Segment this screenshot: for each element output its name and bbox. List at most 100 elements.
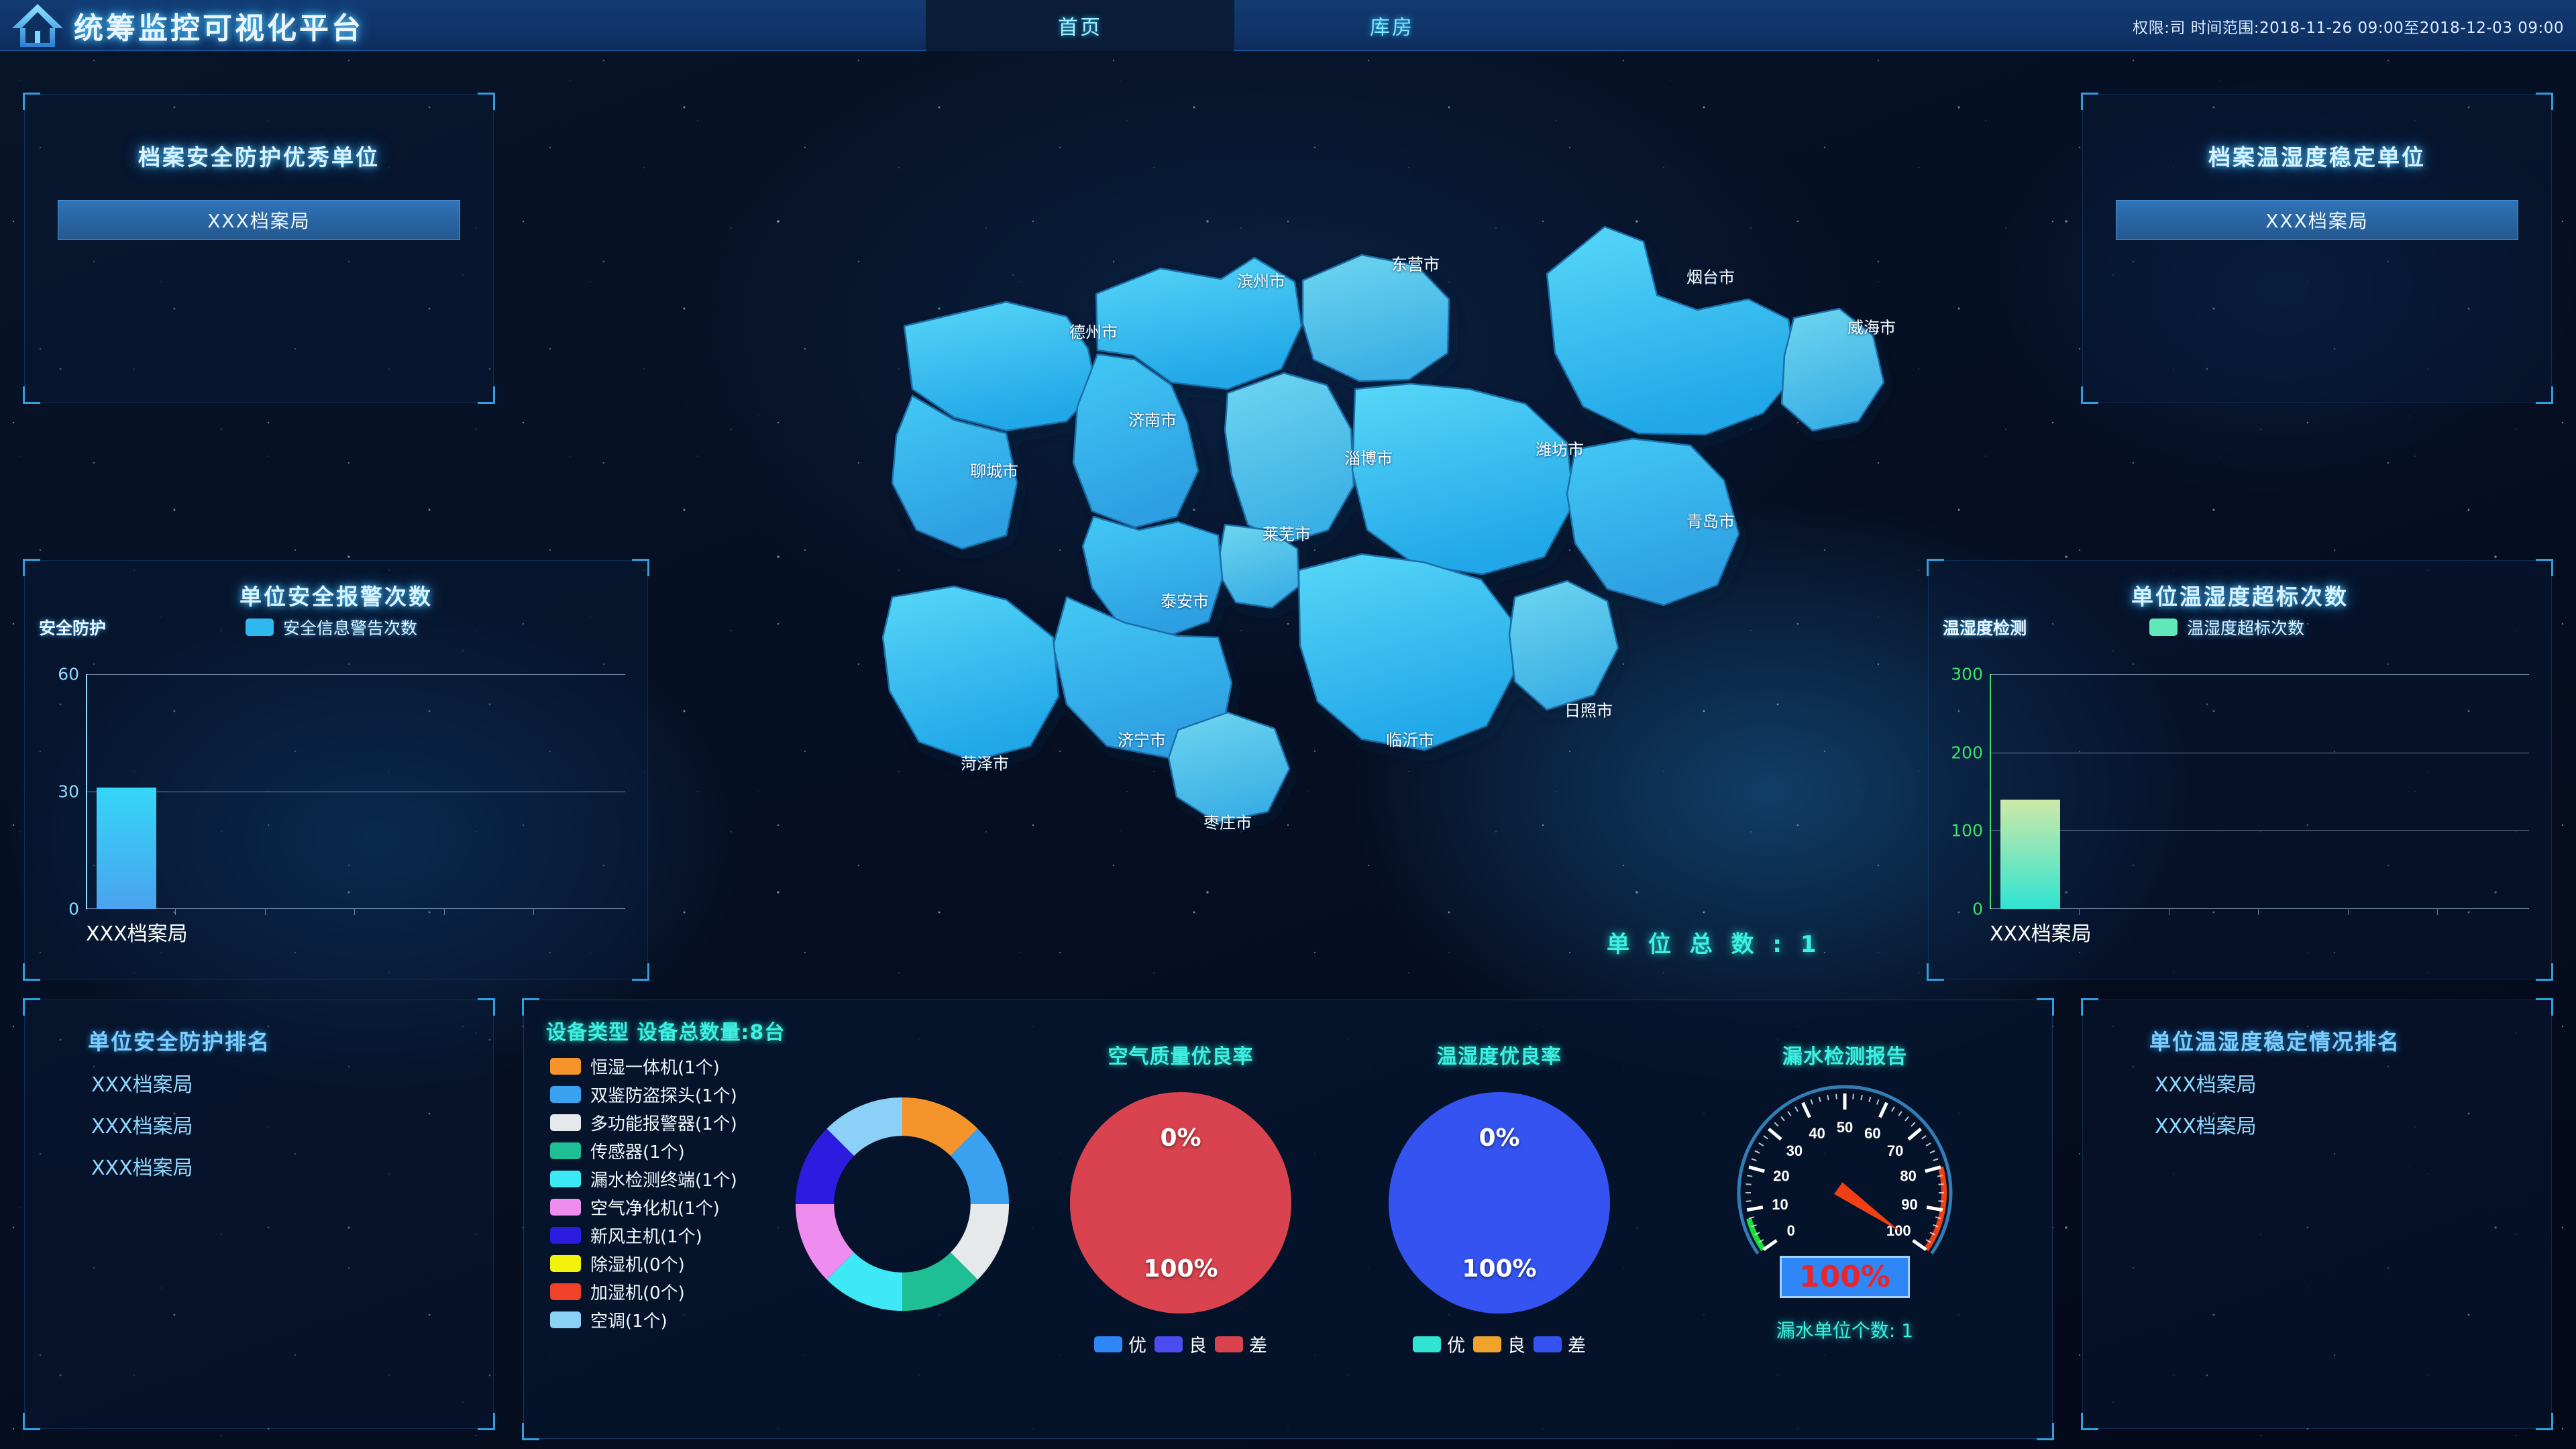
tab-home[interactable]: 首页 <box>926 0 1234 51</box>
tab-warehouse[interactable]: 库房 <box>1238 0 1546 51</box>
pie-legend-chip <box>1215 1336 1243 1352</box>
donut-segment[interactable] <box>826 1097 902 1157</box>
device-legend-item[interactable]: 除湿机(0个) <box>550 1249 737 1277</box>
env-quality-top-value: 0% <box>1479 1124 1520 1152</box>
device-label: 恒湿一体机(1个) <box>590 1057 720 1078</box>
ranking-list-item[interactable]: XXX档案局 <box>91 1115 193 1138</box>
excellent-unit-row[interactable]: XXX档案局 <box>58 200 460 240</box>
tab-warehouse-label: 库房 <box>1370 17 1414 39</box>
alarm-chart-legend[interactable]: 安全信息警告次数 <box>246 615 417 639</box>
device-type-legend-list: 恒湿一体机(1个) 双鉴防盗探头(1个) 多功能报警器(1个) 传感器(1个) 漏水检测… <box>550 1052 737 1334</box>
donut-segment[interactable] <box>826 1252 902 1311</box>
bar[interactable] <box>97 788 156 909</box>
gauge-needle <box>1834 1182 1901 1232</box>
y-tick-label: 0 <box>68 899 79 919</box>
x-tick <box>2258 909 2259 915</box>
gauge-minor-tick <box>1787 1111 1792 1116</box>
device-legend-item[interactable]: 双鉴防盗探头(1个) <box>550 1080 737 1108</box>
map-city-label[interactable]: 济南市 <box>1128 411 1177 430</box>
gauge-minor-tick <box>1937 1175 1943 1177</box>
gauge-minor-tick <box>1763 1135 1768 1140</box>
ranking-list-item[interactable]: XXX档案局 <box>2155 1115 2257 1138</box>
gauge-minor-tick <box>1780 1116 1785 1122</box>
device-legend-item[interactable]: 恒湿一体机(1个) <box>550 1052 737 1080</box>
map-city-label[interactable]: 济宁市 <box>1118 731 1166 750</box>
air-quality-legend[interactable]: 优良差 <box>1020 1331 1342 1357</box>
panel-excellent-title: 档案安全防护优秀单位 <box>138 144 380 170</box>
map-city-label[interactable]: 潍坊市 <box>1536 440 1584 460</box>
map-city-label[interactable]: 临沂市 <box>1386 731 1434 750</box>
device-label: 加湿机(0个) <box>590 1283 685 1303</box>
map-city-label[interactable]: 聊城市 <box>970 462 1018 481</box>
security-ranking-title: 单位安全防护排名 <box>88 1029 271 1055</box>
donut-segment[interactable] <box>795 1128 855 1204</box>
gauge-minor-tick <box>1751 1224 1757 1228</box>
x-tick <box>2347 909 2349 915</box>
gauge-major-tick <box>1907 1127 1922 1141</box>
donut-segment[interactable] <box>902 1097 978 1157</box>
env-quality-legend[interactable]: 优良差 <box>1338 1331 1660 1357</box>
map-city-label[interactable]: 烟台市 <box>1686 268 1735 287</box>
device-color-chip <box>550 1142 581 1159</box>
y-tick-label: 300 <box>1951 664 1983 684</box>
gauge-tick-label: 0 <box>1787 1222 1795 1239</box>
gauge-minor-tick <box>1921 1135 1927 1140</box>
map-city-label[interactable]: 威海市 <box>1847 318 1896 337</box>
shandong-map[interactable]: 德州市 滨州市 东营市烟台市威海市济南市淄博市 潍坊市聊城市莱芜市 青岛市泰安市济宁市菏… <box>691 74 1898 1000</box>
x-tick <box>354 909 356 915</box>
map-city-label[interactable]: 莱芜市 <box>1263 525 1311 544</box>
donut-segment[interactable] <box>950 1128 1010 1204</box>
pie-legend-item[interactable]: 良 <box>1473 1331 1525 1357</box>
device-legend-item[interactable]: 漏水检测终端(1个) <box>550 1165 737 1193</box>
map-city-label[interactable]: 菏泽市 <box>961 754 1009 773</box>
alarm-chart-ylabel: 安全防护 <box>39 619 107 638</box>
pie-legend-item[interactable]: 差 <box>1534 1331 1586 1357</box>
map-city-label[interactable]: 德州市 <box>1069 323 1118 342</box>
device-legend-item[interactable]: 新风主机(1个) <box>550 1221 737 1249</box>
pie-legend-item[interactable]: 优 <box>1094 1331 1146 1357</box>
gauge-minor-tick <box>1827 1095 1829 1101</box>
donut-segment[interactable] <box>950 1204 1010 1280</box>
gauge-major-tick <box>1925 1165 1941 1173</box>
map-city-label[interactable]: 淄博市 <box>1344 449 1393 468</box>
x-tick <box>533 909 535 915</box>
pie-legend-label: 优 <box>1128 1336 1146 1356</box>
panel-excellent-units: 档案安全防护优秀单位 XXX档案局 <box>23 93 495 404</box>
device-label: 空气净化机(1个) <box>590 1198 720 1219</box>
env-chart-legend[interactable]: 温湿度超标次数 <box>2149 615 2304 639</box>
donut-segment[interactable] <box>902 1252 978 1311</box>
device-legend-item[interactable]: 空调(1个) <box>550 1305 737 1334</box>
ranking-list-item[interactable]: XXX档案局 <box>91 1157 193 1180</box>
map-city-label[interactable]: 东营市 <box>1391 255 1440 274</box>
gauge-minor-tick <box>1748 1216 1755 1220</box>
map-city-label[interactable]: 日照市 <box>1564 701 1613 720</box>
ranking-list-item[interactable]: XXX档案局 <box>91 1073 193 1097</box>
pie-legend-item[interactable]: 差 <box>1215 1331 1267 1357</box>
env-ranking-title: 单位温湿度稳定情况排名 <box>2149 1029 2401 1055</box>
gauge-minor-tick <box>1746 1183 1752 1185</box>
panel-security-alarm-chart: 单位安全报警次数 安全防护 安全信息警告次数 0 30 60 XXX档案局 <box>23 559 649 981</box>
map-city-label[interactable]: 泰安市 <box>1161 592 1209 611</box>
map-city-label[interactable]: 青岛市 <box>1686 512 1735 531</box>
device-label: 空调(1个) <box>590 1311 667 1332</box>
pie-legend-item[interactable]: 优 <box>1413 1331 1465 1357</box>
device-label: 新风主机(1个) <box>590 1226 702 1247</box>
pie-legend-item[interactable]: 良 <box>1155 1331 1207 1357</box>
donut-segment[interactable] <box>795 1204 855 1280</box>
gauge-minor-tick <box>1852 1093 1854 1099</box>
panel-env-ranking: 单位温湿度稳定情况排名 XXX档案局 XXX档案局 <box>2081 998 2553 1430</box>
gauge-minor-tick <box>1818 1096 1821 1103</box>
bar[interactable] <box>2000 799 2060 909</box>
device-legend-item[interactable]: 多功能报警器(1个) <box>550 1108 737 1136</box>
map-city-label[interactable]: 滨州市 <box>1237 272 1285 291</box>
ranking-list-item[interactable]: XXX档案局 <box>2155 1073 2257 1097</box>
device-legend-item[interactable]: 空气净化机(1个) <box>550 1193 737 1221</box>
stable-unit-row[interactable]: XXX档案局 <box>2116 200 2518 240</box>
gauge-minor-tick <box>1925 1142 1931 1146</box>
device-legend-item[interactable]: 传感器(1个) <box>550 1136 737 1165</box>
gauge-minor-tick <box>1911 1122 1916 1127</box>
device-legend-item[interactable]: 加湿机(0个) <box>550 1277 737 1305</box>
map-city-label[interactable]: 枣庄市 <box>1203 813 1252 833</box>
leak-detection-block: 漏水检测报告 0 10 20 30 40 50 60 70 80 90 100 100% 漏水单位个… <box>1677 1040 2012 1342</box>
y-tick-label: 60 <box>58 664 79 684</box>
